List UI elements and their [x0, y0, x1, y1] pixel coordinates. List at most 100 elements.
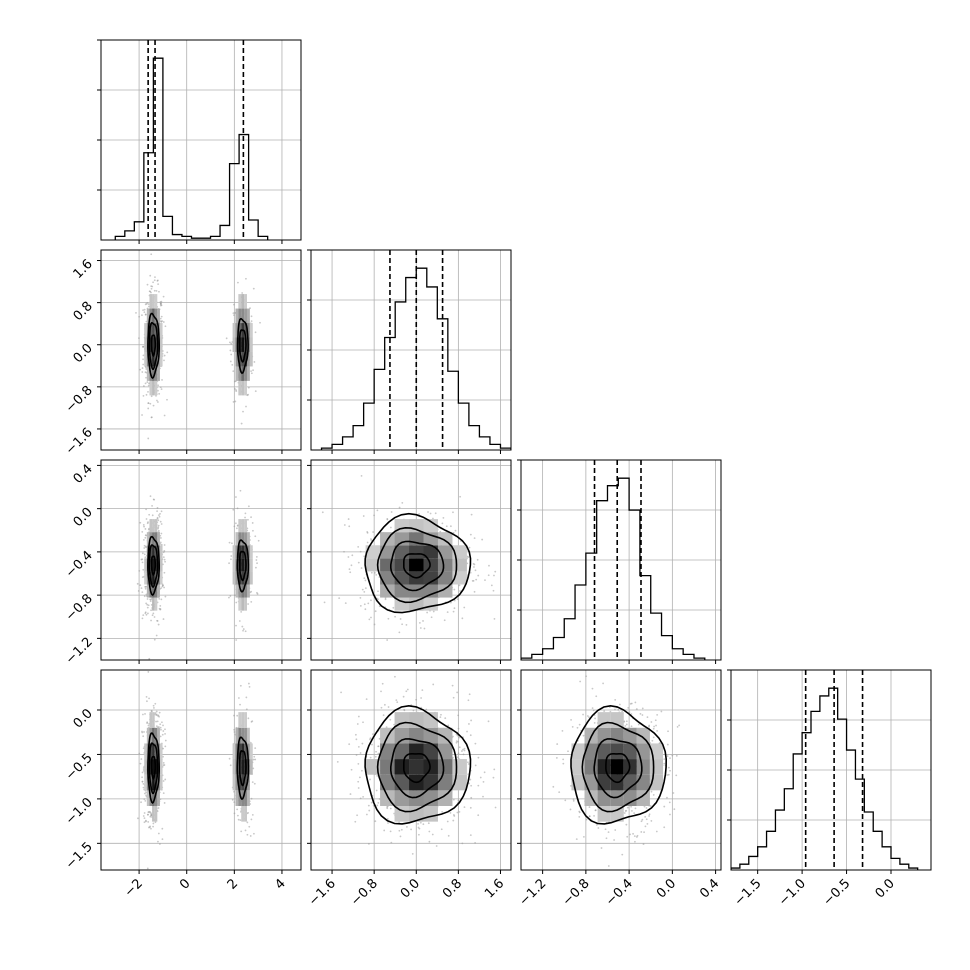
scatter-point [162, 556, 165, 559]
scatter-point [643, 805, 646, 808]
scatter-point [159, 520, 162, 523]
density-cell [246, 323, 250, 338]
density-cell [235, 743, 239, 760]
density-cell [241, 351, 245, 367]
scatter-point [233, 314, 235, 316]
scatter-point [144, 556, 147, 559]
density-cell [241, 597, 245, 611]
scatter-point [157, 832, 160, 835]
scatter-point [149, 600, 152, 603]
scatter-point [144, 536, 147, 539]
scatter-point [139, 762, 142, 765]
scatter-point [648, 724, 651, 727]
scatter-point [446, 611, 449, 614]
scatter-point [232, 312, 235, 315]
scatter-point [364, 587, 367, 590]
scatter-point [235, 389, 237, 391]
density-cell [246, 571, 250, 585]
scatter-point [422, 620, 424, 622]
scatter-point [162, 724, 164, 727]
density-cell [437, 532, 453, 546]
density-cell [244, 597, 247, 611]
density-cell [152, 337, 155, 352]
density-cell [149, 759, 153, 775]
scatter-point [162, 551, 165, 554]
scatter-point [244, 829, 247, 832]
scatter-point [144, 534, 147, 537]
scatter-point [348, 525, 351, 528]
scatter-point [357, 762, 360, 765]
scatter-point [457, 752, 460, 755]
scatter-point [385, 726, 388, 729]
hist-panel-1 [307, 249, 512, 454]
scatter-point [462, 748, 464, 751]
scatter-point [461, 842, 464, 845]
scatter-point [456, 756, 459, 759]
scatter-point [429, 512, 432, 515]
scatter-point [492, 589, 495, 592]
density-cell [636, 727, 650, 744]
density-cell [232, 545, 236, 559]
scatter-point [160, 587, 163, 589]
density-cell [144, 558, 147, 572]
scatter-point [368, 842, 370, 845]
density-cell [394, 743, 410, 760]
scatter-point [625, 720, 628, 723]
density-cell [409, 759, 424, 775]
scatter-point [149, 825, 151, 828]
scatter-point [254, 758, 257, 761]
scatter-point [671, 754, 674, 757]
density-cell [238, 519, 242, 533]
scatter-point [383, 703, 386, 706]
scatter-point [156, 619, 158, 622]
scatter-point [607, 831, 610, 834]
density-cell [610, 790, 624, 806]
scatter-point [383, 829, 386, 832]
density-cell [246, 790, 250, 806]
scatter-point [676, 725, 679, 728]
density-cell [154, 308, 158, 324]
scatter-point [160, 315, 163, 318]
scatter-point [652, 736, 655, 739]
density-cell [241, 774, 245, 791]
scatter-point [675, 774, 678, 777]
scatter-point [159, 304, 162, 307]
scatter-point [159, 735, 162, 738]
scatter-point [142, 524, 145, 526]
scatter-point [400, 828, 403, 831]
scatter-point [233, 303, 235, 306]
scatter-point [432, 610, 435, 613]
x-tick-label: −0.8 [560, 876, 593, 909]
scatter-point [161, 838, 164, 841]
scatter-point [474, 842, 477, 844]
density-cell [152, 323, 155, 338]
density-cell [246, 545, 250, 559]
scatter-point [145, 613, 148, 616]
scatter-point [370, 801, 373, 804]
scatter-point [242, 410, 244, 413]
scatter-point [147, 821, 150, 823]
scatter-point [558, 791, 561, 794]
scatter-point [594, 809, 597, 812]
scatter-point [252, 832, 255, 835]
y-tick-label: 0.0 [71, 341, 96, 366]
scatter-point [250, 516, 252, 519]
scatter-point [417, 822, 419, 825]
scatter-point [354, 733, 357, 736]
density-cell [394, 727, 410, 744]
scatter-point [390, 511, 393, 513]
scatter-point [401, 502, 404, 504]
scatter-point [157, 514, 160, 517]
scatter-point [595, 824, 598, 826]
density-cell [235, 308, 239, 324]
scatter-point [256, 562, 258, 565]
scatter-point [369, 778, 371, 781]
contour-lines [364, 512, 472, 614]
scatter-point [142, 735, 145, 738]
scatter-point [474, 569, 477, 572]
scatter-point [649, 805, 652, 807]
scatter-point [663, 762, 666, 765]
scatter-point [607, 865, 610, 867]
scatter-point [389, 526, 392, 529]
scatter-point [642, 843, 645, 845]
